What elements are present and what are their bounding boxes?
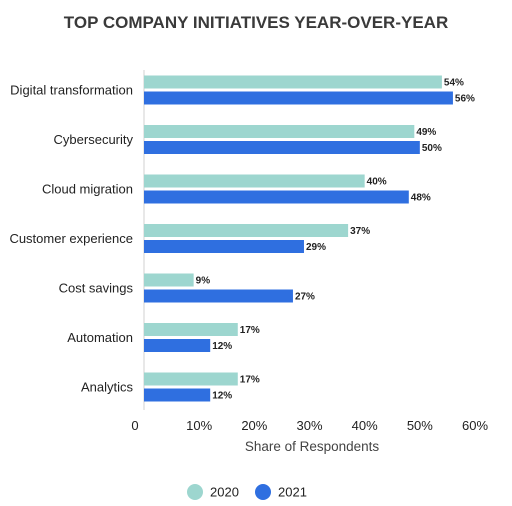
x-tick-label: 50% <box>407 418 433 433</box>
data-label: 56% <box>455 94 475 105</box>
data-label: 49% <box>416 127 436 138</box>
bar-2020-5 <box>144 323 238 336</box>
bars-layer <box>144 75 453 402</box>
data-label: 54% <box>444 78 464 89</box>
data-label: 17% <box>240 325 260 336</box>
bar-2021-4 <box>144 289 293 303</box>
data-label: 48% <box>411 193 431 204</box>
x-tick-label: 20% <box>241 418 267 433</box>
category-label: Analytics <box>81 380 134 395</box>
data-label: 37% <box>350 226 370 237</box>
data-label: 12% <box>212 341 232 352</box>
x-tick-label: 0 <box>131 418 138 433</box>
x-tick-label: 10% <box>186 418 212 433</box>
category-label: Digital transformation <box>10 83 133 98</box>
category-label: Customer experience <box>9 231 133 246</box>
bar-2021-5 <box>144 339 211 352</box>
x-tick-label: 60% <box>462 418 488 433</box>
bar-2021-2 <box>144 190 409 204</box>
category-label: Cybersecurity <box>54 132 134 147</box>
legend-marker-2021 <box>255 484 271 500</box>
x-tick-label: 40% <box>352 418 378 433</box>
data-label: 50% <box>422 143 442 154</box>
bar-2020-6 <box>144 372 238 386</box>
bar-2021-6 <box>144 388 211 402</box>
ticks-layer: 0 10% 20% 30% 40% 50% 60% <box>131 418 488 433</box>
x-axis-title: Share of Respondents <box>245 439 380 454</box>
legend-label-2021: 2021 <box>278 485 307 500</box>
legend: 2020 2021 <box>187 484 307 500</box>
legend-marker-2020 <box>187 484 203 500</box>
labels-layer: Digital transformation 54% 56% Cybersecurit… <box>9 78 475 402</box>
x-tick-label: 30% <box>296 418 322 433</box>
bar-2020-4 <box>144 273 194 287</box>
category-label: Automation <box>67 330 133 345</box>
bar-2021-1 <box>144 141 420 154</box>
data-label: 9% <box>196 276 211 287</box>
bar-2020-0 <box>144 75 442 89</box>
bar-2021-3 <box>144 240 304 253</box>
bar-2020-3 <box>144 224 349 237</box>
bar-2020-1 <box>144 125 415 138</box>
bar-2020-2 <box>144 174 365 188</box>
category-label: Cost savings <box>59 281 134 296</box>
data-label: 29% <box>306 242 326 253</box>
data-label: 17% <box>240 375 260 386</box>
bar-2021-0 <box>144 91 453 105</box>
data-label: 40% <box>367 177 387 188</box>
data-label: 12% <box>212 391 232 402</box>
data-label: 27% <box>295 292 315 303</box>
chart-title: TOP COMPANY INITIATIVES YEAR-OVER-YEAR <box>64 13 448 32</box>
category-label: Cloud migration <box>42 182 133 197</box>
legend-label-2020: 2020 <box>210 485 239 500</box>
